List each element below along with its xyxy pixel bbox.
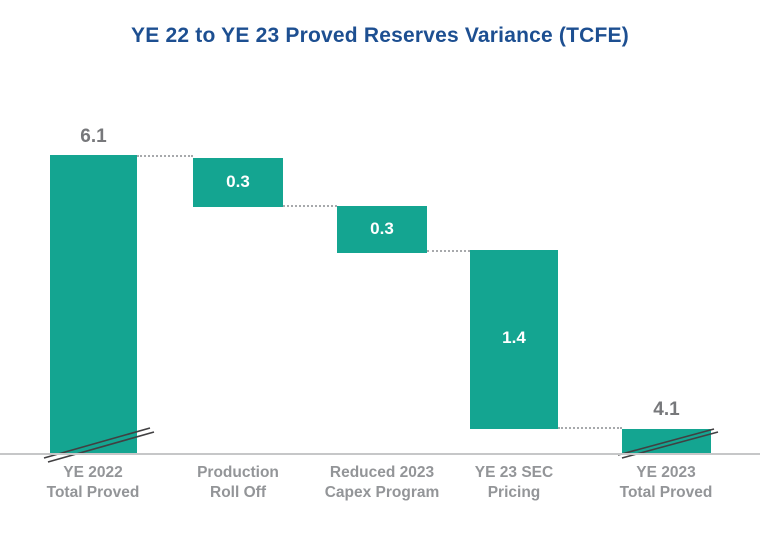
category-label-line1: Production bbox=[197, 464, 279, 481]
connector-line-2 bbox=[283, 205, 337, 207]
bar-ye2023-total-proved bbox=[622, 429, 711, 453]
category-label-line2: Pricing bbox=[487, 484, 541, 502]
connector-line-3 bbox=[427, 250, 470, 252]
category-label-line1: YE 2023 bbox=[636, 464, 696, 481]
category-label-line1: YE 2022 bbox=[63, 464, 123, 481]
category-label-line2: Capex Program bbox=[324, 484, 440, 502]
x-axis-line bbox=[0, 453, 760, 455]
bar-value-label: 0.3 bbox=[370, 219, 394, 238]
category-label-line2: Total Proved bbox=[619, 484, 713, 502]
category-label-production-roll-off: Production Roll Off bbox=[163, 463, 313, 504]
category-label-line1: YE 23 SEC bbox=[474, 464, 554, 481]
category-label-reduced-2023-capex-program: Reduced 2023 Capex Program bbox=[307, 463, 457, 504]
chart-title: YE 22 to YE 23 Proved Reserves Variance … bbox=[131, 24, 629, 47]
category-label-ye23-sec-pricing: YE 23 SEC Pricing bbox=[439, 463, 589, 504]
bar-value-label: 1.4 bbox=[502, 328, 526, 347]
bar-ye23-sec-pricing: 1.4 bbox=[470, 250, 558, 429]
category-label-line2: Roll Off bbox=[210, 484, 266, 502]
category-label-line2: Total Proved bbox=[46, 484, 140, 502]
category-label-ye2023-total-proved: YE 2023 Total Proved bbox=[591, 463, 741, 504]
bar-value-label: 0.3 bbox=[226, 172, 250, 191]
category-label-ye2022-total-proved: YE 2022 Total Proved bbox=[18, 463, 168, 504]
connector-line-4 bbox=[558, 427, 622, 429]
category-label-line1: Reduced 2023 bbox=[329, 464, 435, 481]
axis-break-marks-left bbox=[43, 427, 155, 463]
bar-reduced-2023-capex-program: 0.3 bbox=[337, 206, 427, 253]
end-value-label: 4.1 bbox=[653, 399, 680, 420]
start-value-label: 6.1 bbox=[80, 126, 107, 147]
bar-ye2022-total-proved bbox=[50, 155, 137, 453]
connector-line-1 bbox=[137, 155, 193, 157]
bar-production-roll-off: 0.3 bbox=[193, 158, 283, 207]
